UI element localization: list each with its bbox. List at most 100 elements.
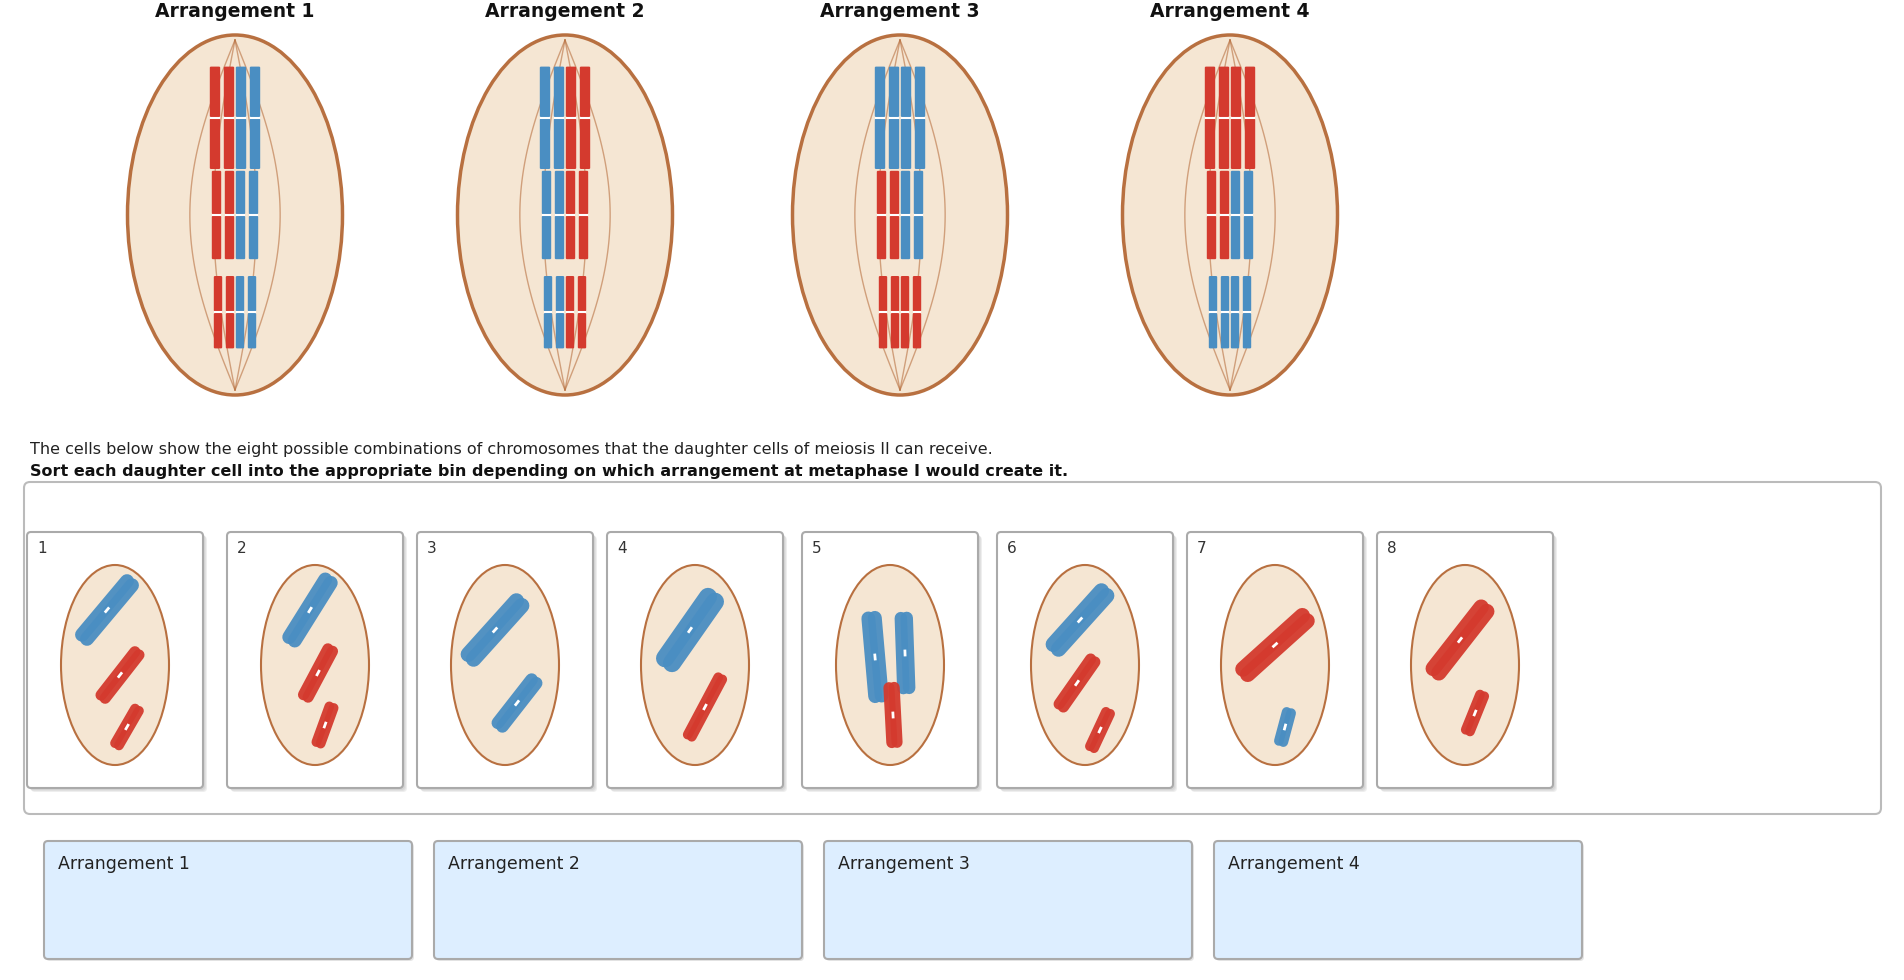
FancyBboxPatch shape xyxy=(1209,276,1217,312)
Text: 5: 5 xyxy=(811,541,823,556)
Ellipse shape xyxy=(792,35,1007,395)
FancyBboxPatch shape xyxy=(565,313,575,349)
FancyBboxPatch shape xyxy=(30,536,208,792)
FancyBboxPatch shape xyxy=(565,171,575,215)
FancyBboxPatch shape xyxy=(1230,276,1240,312)
FancyBboxPatch shape xyxy=(1380,536,1557,792)
FancyBboxPatch shape xyxy=(556,313,564,349)
Text: 8: 8 xyxy=(1386,541,1398,556)
FancyBboxPatch shape xyxy=(581,119,590,169)
FancyBboxPatch shape xyxy=(565,119,577,169)
FancyBboxPatch shape xyxy=(891,313,899,349)
FancyBboxPatch shape xyxy=(565,276,575,312)
Text: Arrangement 1: Arrangement 1 xyxy=(156,2,314,21)
FancyBboxPatch shape xyxy=(436,843,803,961)
Ellipse shape xyxy=(642,565,748,765)
FancyBboxPatch shape xyxy=(249,216,259,259)
FancyBboxPatch shape xyxy=(1192,536,1367,792)
FancyBboxPatch shape xyxy=(880,276,887,312)
FancyBboxPatch shape xyxy=(213,313,223,349)
Text: Arrangement 2: Arrangement 2 xyxy=(486,2,645,21)
FancyBboxPatch shape xyxy=(554,171,564,215)
FancyBboxPatch shape xyxy=(225,216,234,259)
FancyBboxPatch shape xyxy=(1219,119,1230,169)
FancyBboxPatch shape xyxy=(1205,119,1215,169)
FancyBboxPatch shape xyxy=(230,535,406,791)
FancyBboxPatch shape xyxy=(874,67,885,117)
FancyBboxPatch shape xyxy=(248,276,257,312)
FancyBboxPatch shape xyxy=(543,171,550,215)
FancyBboxPatch shape xyxy=(554,67,564,117)
FancyBboxPatch shape xyxy=(579,171,588,215)
Ellipse shape xyxy=(451,565,560,765)
FancyBboxPatch shape xyxy=(227,313,234,349)
FancyBboxPatch shape xyxy=(211,216,221,259)
Text: Arrangement 4: Arrangement 4 xyxy=(1228,855,1359,873)
FancyBboxPatch shape xyxy=(236,67,246,117)
FancyBboxPatch shape xyxy=(1230,67,1241,117)
FancyBboxPatch shape xyxy=(803,534,981,790)
FancyBboxPatch shape xyxy=(998,532,1173,788)
FancyBboxPatch shape xyxy=(581,67,590,117)
FancyBboxPatch shape xyxy=(1186,532,1363,788)
FancyBboxPatch shape xyxy=(609,535,786,791)
FancyBboxPatch shape xyxy=(543,216,550,259)
FancyBboxPatch shape xyxy=(419,534,594,790)
FancyBboxPatch shape xyxy=(209,67,221,117)
FancyBboxPatch shape xyxy=(1243,216,1253,259)
FancyBboxPatch shape xyxy=(29,534,206,790)
FancyBboxPatch shape xyxy=(236,276,244,312)
Text: Arrangement 4: Arrangement 4 xyxy=(1150,2,1310,21)
FancyBboxPatch shape xyxy=(556,276,564,312)
Text: Arrangement 3: Arrangement 3 xyxy=(821,2,981,21)
FancyBboxPatch shape xyxy=(417,532,592,788)
FancyBboxPatch shape xyxy=(1000,534,1175,790)
FancyBboxPatch shape xyxy=(824,841,1192,959)
FancyBboxPatch shape xyxy=(1002,536,1177,792)
FancyBboxPatch shape xyxy=(607,532,783,788)
FancyBboxPatch shape xyxy=(1000,535,1177,791)
FancyBboxPatch shape xyxy=(209,119,221,169)
FancyBboxPatch shape xyxy=(1245,119,1255,169)
FancyBboxPatch shape xyxy=(1230,171,1240,215)
FancyBboxPatch shape xyxy=(225,67,234,117)
FancyBboxPatch shape xyxy=(25,482,1881,814)
FancyBboxPatch shape xyxy=(901,67,912,117)
FancyBboxPatch shape xyxy=(554,216,564,259)
FancyBboxPatch shape xyxy=(889,171,899,215)
FancyBboxPatch shape xyxy=(901,171,910,215)
FancyBboxPatch shape xyxy=(434,841,802,959)
FancyBboxPatch shape xyxy=(236,216,246,259)
FancyBboxPatch shape xyxy=(1220,313,1230,349)
FancyBboxPatch shape xyxy=(227,276,234,312)
Text: 6: 6 xyxy=(1007,541,1017,556)
FancyBboxPatch shape xyxy=(545,276,552,312)
FancyBboxPatch shape xyxy=(914,216,923,259)
Ellipse shape xyxy=(261,565,369,765)
FancyBboxPatch shape xyxy=(912,313,922,349)
FancyBboxPatch shape xyxy=(44,841,411,959)
FancyBboxPatch shape xyxy=(225,171,234,215)
FancyBboxPatch shape xyxy=(901,313,910,349)
FancyBboxPatch shape xyxy=(249,67,261,117)
FancyBboxPatch shape xyxy=(889,216,899,259)
FancyBboxPatch shape xyxy=(914,171,923,215)
FancyBboxPatch shape xyxy=(1209,313,1217,349)
FancyBboxPatch shape xyxy=(225,119,234,169)
FancyBboxPatch shape xyxy=(878,216,885,259)
FancyBboxPatch shape xyxy=(577,313,586,349)
FancyBboxPatch shape xyxy=(46,843,413,961)
FancyBboxPatch shape xyxy=(421,536,598,792)
FancyBboxPatch shape xyxy=(805,535,981,791)
Text: Arrangement 1: Arrangement 1 xyxy=(57,855,190,873)
FancyBboxPatch shape xyxy=(901,216,910,259)
FancyBboxPatch shape xyxy=(27,532,204,788)
FancyBboxPatch shape xyxy=(1190,535,1365,791)
Text: Sort each daughter cell into the appropriate bin depending on which arrangement : Sort each daughter cell into the appropr… xyxy=(30,464,1068,479)
FancyBboxPatch shape xyxy=(1230,119,1241,169)
FancyBboxPatch shape xyxy=(901,276,910,312)
FancyBboxPatch shape xyxy=(805,536,982,792)
FancyBboxPatch shape xyxy=(248,313,257,349)
FancyBboxPatch shape xyxy=(565,67,577,117)
Ellipse shape xyxy=(1123,35,1337,395)
